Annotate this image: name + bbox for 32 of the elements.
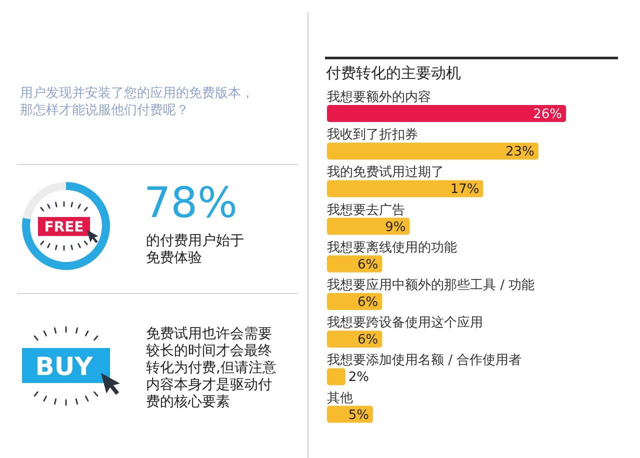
- y-tick-label: 我想要离线使用的功能: [327, 239, 457, 256]
- donut-slice: [22, 182, 110, 270]
- data-label: 6%: [358, 332, 378, 348]
- y-tick-label: 我的免费试用过期了: [327, 165, 444, 180]
- data-label: 6%: [358, 257, 378, 272]
- data-label: 2%: [348, 370, 370, 386]
- y-tick-label: 我想要跨设备使用这个应用: [327, 314, 483, 331]
- data-label: 17%: [450, 182, 480, 198]
- chart-title: 付费转化的主要动机: [325, 64, 461, 82]
- text: 的付费用户始于免费体验: [146, 233, 244, 266]
- donut-slice: [22, 182, 66, 220]
- bar: [327, 218, 410, 235]
- y-tick-label: 我想要添加使用名额 / 合作使用者: [327, 353, 522, 368]
- data-label: 5%: [348, 408, 369, 423]
- y-tick-label: 我想要去广告: [327, 202, 405, 218]
- bar: [327, 142, 538, 160]
- text: FREE: [44, 220, 84, 236]
- text: BUY: [35, 352, 94, 381]
- text: 用户发现并安装了您的应用的免费版本，那怎样才能说服他们付费呢？: [20, 85, 254, 118]
- bar: [327, 368, 346, 386]
- y-tick-label: 我想要额外的内容: [327, 89, 431, 105]
- bar: [327, 180, 484, 198]
- y-tick-label: 我想要应用中额外的那些工具 / 功能: [327, 277, 535, 293]
- data-label: 26%: [533, 107, 562, 122]
- data-label: 23%: [506, 144, 534, 160]
- y-tick-label: 我收到了折扣券: [327, 128, 418, 143]
- data-label: 6%: [358, 295, 378, 310]
- text: 免费试用也许会需要较长的时间才会最终转化为付费,但请注意内容本身才是驱动付费的核心要素: [146, 326, 276, 410]
- data-label: 9%: [385, 220, 406, 235]
- data-label: 78%: [144, 178, 238, 227]
- y-tick-label: 其他: [327, 390, 353, 406]
- bar: [327, 105, 566, 122]
